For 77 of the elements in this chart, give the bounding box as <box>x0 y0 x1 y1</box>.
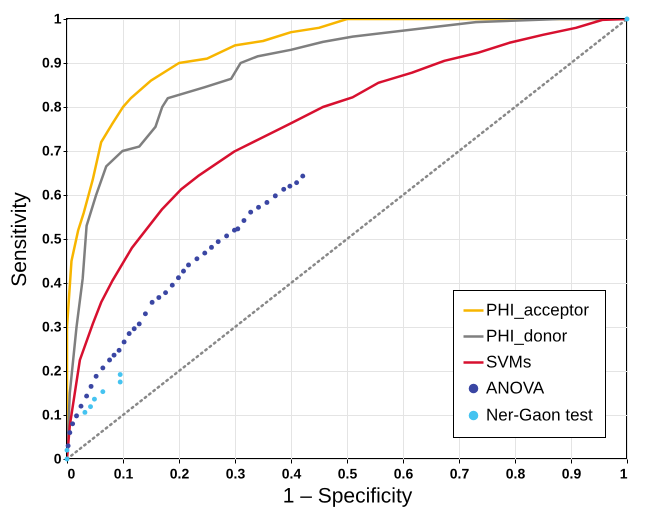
point <box>100 365 106 370</box>
x-tick-label: 0.3 <box>226 466 246 482</box>
point <box>118 372 123 377</box>
x-tick-label: 0.1 <box>114 466 134 482</box>
legend-label: Ner-Gaon test <box>486 406 594 424</box>
y-tick-label: 0.5 <box>42 230 62 246</box>
y-tick-label: 0.8 <box>42 98 62 114</box>
y-tick-label: 0.9 <box>42 54 62 70</box>
point <box>156 295 162 300</box>
point <box>176 275 181 280</box>
point <box>300 174 306 179</box>
y-axis-title: Sensitivity <box>8 192 32 287</box>
x-tick-label: 0.6 <box>394 466 414 482</box>
point <box>281 186 286 192</box>
y-tick-label: 0 <box>54 450 62 466</box>
point <box>186 262 191 268</box>
point <box>94 374 99 379</box>
point <box>142 311 148 316</box>
point <box>74 413 79 418</box>
x-tick-label: 1 <box>620 466 628 482</box>
point <box>136 321 142 326</box>
point <box>235 226 240 232</box>
x-tick-label: 0.2 <box>170 466 190 482</box>
y-tick-label: 0.2 <box>42 362 62 378</box>
point <box>64 448 70 453</box>
point <box>294 180 300 186</box>
point <box>122 340 127 344</box>
x-tick-label: 0.5 <box>338 466 358 482</box>
legend-label: PHI_acceptor <box>486 300 590 320</box>
legend-label: PHI_donor <box>486 326 568 346</box>
point <box>624 16 630 22</box>
point <box>202 250 208 256</box>
point <box>100 389 106 394</box>
point <box>150 300 155 305</box>
point <box>224 233 230 238</box>
point <box>92 396 97 402</box>
point <box>88 384 94 389</box>
point <box>272 193 278 198</box>
point <box>70 421 76 426</box>
x-tick-label: 0.7 <box>450 466 470 482</box>
point <box>64 456 70 462</box>
legend-label: ANOVA <box>486 378 545 398</box>
point <box>126 331 132 336</box>
y-tick-label: 0.1 <box>42 406 62 422</box>
x-tick-label: 0 <box>68 466 76 482</box>
y-tick-label: 0.3 <box>42 318 62 334</box>
point <box>170 282 175 288</box>
point <box>78 404 84 409</box>
x-tick-label: 0.9 <box>562 466 582 482</box>
y-tick-label: 0.4 <box>42 274 62 290</box>
point <box>118 380 123 384</box>
point <box>248 210 254 215</box>
point <box>67 430 72 436</box>
point <box>216 239 221 244</box>
y-tick-label: 1 <box>54 10 62 26</box>
point <box>132 326 137 332</box>
point <box>107 358 112 362</box>
x-tick-label: 0.8 <box>506 466 526 482</box>
point <box>163 290 168 296</box>
y-tick-label: 0.7 <box>42 142 62 158</box>
legend-label: SVMs <box>486 352 532 372</box>
point <box>82 410 88 415</box>
point <box>264 200 270 205</box>
x-tick-label: 0.4 <box>282 466 302 482</box>
point <box>181 268 186 274</box>
x-axis-title: 1 – Specificity <box>282 484 413 508</box>
point <box>116 348 122 353</box>
point <box>209 244 214 250</box>
point <box>287 184 292 189</box>
point <box>194 256 200 262</box>
point <box>256 204 261 210</box>
point <box>112 352 116 358</box>
point <box>66 443 71 448</box>
y-tick-label: 0.6 <box>42 186 62 202</box>
point <box>84 394 90 399</box>
point <box>88 404 93 410</box>
point <box>242 218 246 223</box>
